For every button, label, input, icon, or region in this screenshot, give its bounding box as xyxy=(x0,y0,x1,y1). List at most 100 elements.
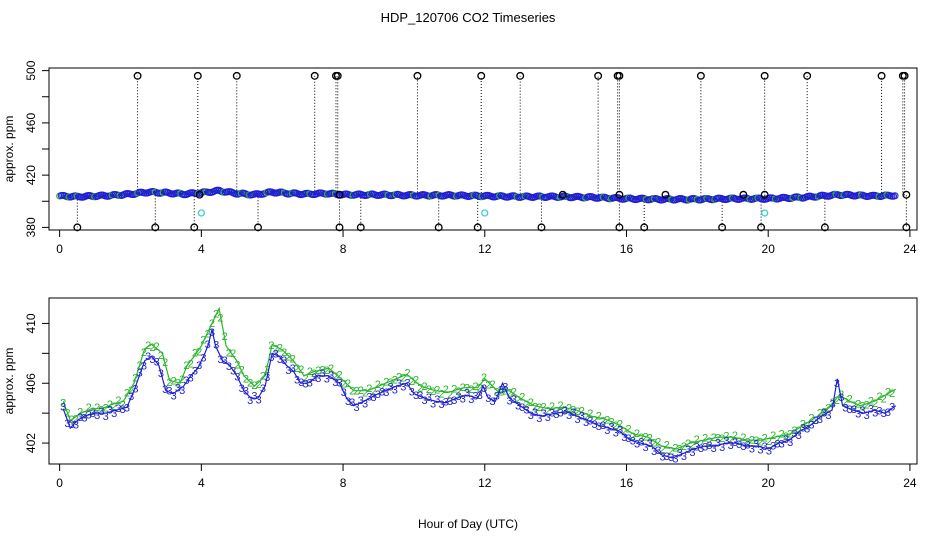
bottom-marker-2: 2 xyxy=(171,376,177,388)
bottom-marker-3: 3 xyxy=(757,444,763,456)
bottom-marker-2: 2 xyxy=(324,365,330,377)
bottom-marker-3: 3 xyxy=(209,327,215,339)
bottom-marker-2: 2 xyxy=(77,406,83,418)
bottom-marker-3: 3 xyxy=(842,403,848,415)
bottom-marker-2: 2 xyxy=(740,432,746,444)
bottom-marker-3: 3 xyxy=(821,407,827,419)
bottom-marker-2: 2 xyxy=(387,377,393,389)
bottom-marker-3: 3 xyxy=(766,445,772,457)
bottom-marker-2: 2 xyxy=(128,385,134,397)
bottom-marker-2: 2 xyxy=(281,347,287,359)
bottom-marker-3: 3 xyxy=(779,438,785,450)
bottom-marker-2: 2 xyxy=(421,381,427,393)
bottom-y-tick-label: 406 xyxy=(24,373,38,393)
top-x-tick-label: 8 xyxy=(340,242,347,256)
top-low-outlier xyxy=(356,223,365,232)
bottom-marker-3: 3 xyxy=(787,437,793,449)
bottom-marker-2: 2 xyxy=(468,384,474,396)
bottom-marker-3: 3 xyxy=(740,441,746,453)
bottom-marker-3: 3 xyxy=(558,408,564,420)
bottom-marker-2: 2 xyxy=(698,439,704,451)
bottom-marker-2: 2 xyxy=(192,348,198,360)
bottom-marker-2: 2 xyxy=(702,432,708,444)
bottom-marker-3: 3 xyxy=(370,392,376,404)
top-low-outlier xyxy=(73,223,82,232)
top-y-axis-title: approx. ppm xyxy=(2,116,16,183)
top-high-outlier xyxy=(232,71,241,80)
bottom-marker-2: 2 xyxy=(872,398,878,410)
top-low-outlier xyxy=(820,223,829,232)
bottom-x-axis: 0 4 8 12 16 20 24 xyxy=(56,464,917,490)
bottom-marker-3: 3 xyxy=(796,430,802,442)
bottom-marker-3: 3 xyxy=(404,378,410,390)
bottom-marker-2: 2 xyxy=(426,384,432,396)
bottom-marker-3: 3 xyxy=(69,419,75,431)
bottom-marker-3: 3 xyxy=(294,374,300,386)
bottom-marker-3: 3 xyxy=(745,439,751,451)
bottom-marker-3: 3 xyxy=(417,390,423,402)
bottom-marker-2: 2 xyxy=(855,399,861,411)
bottom-marker-2: 2 xyxy=(885,386,891,398)
bottom-marker-3: 3 xyxy=(621,432,627,444)
bottom-marker-2: 2 xyxy=(379,382,385,394)
bottom-marker-2: 2 xyxy=(592,415,598,427)
top-mid-outlier xyxy=(558,190,567,199)
bottom-marker-2: 2 xyxy=(290,354,296,366)
bottom-marker-2: 2 xyxy=(651,438,657,450)
bottom-marker-3: 3 xyxy=(859,405,865,417)
bottom-marker-3: 3 xyxy=(570,407,576,419)
bottom-marker-3: 3 xyxy=(643,442,649,454)
bottom-marker-2: 2 xyxy=(626,423,632,435)
bottom-marker-3: 3 xyxy=(698,443,704,455)
bottom-marker-2: 2 xyxy=(124,388,130,400)
bottom-marker-3: 3 xyxy=(73,420,79,432)
bottom-marker-2: 2 xyxy=(638,432,644,444)
bottom-marker-2: 2 xyxy=(613,420,619,432)
bottom-marker-2: 2 xyxy=(256,379,262,391)
bottom-marker-2: 2 xyxy=(251,380,257,392)
bottom-marker-3: 3 xyxy=(273,349,279,361)
bottom-marker-2: 2 xyxy=(481,372,487,384)
bottom-plot-frame xyxy=(48,297,918,465)
bottom-marker-3: 3 xyxy=(455,391,461,403)
bottom-marker-3: 3 xyxy=(230,365,236,377)
bottom-marker-2: 2 xyxy=(681,441,687,453)
top-mid-outlier xyxy=(615,190,624,199)
bottom-marker-2: 2 xyxy=(166,377,172,389)
bottom-marker-2: 2 xyxy=(294,363,300,375)
bottom-marker-2: 2 xyxy=(273,343,279,355)
bottom-marker-2: 2 xyxy=(477,383,483,395)
bottom-marker-2: 2 xyxy=(175,377,181,389)
bottom-marker-3: 3 xyxy=(409,386,415,398)
bottom-marker-3: 3 xyxy=(243,386,249,398)
bottom-marker-2: 2 xyxy=(217,313,223,325)
bottom-marker-3: 3 xyxy=(154,356,160,368)
bottom-marker-3: 3 xyxy=(549,407,555,419)
bottom-marker-2: 2 xyxy=(647,433,653,445)
bottom-marker-3: 3 xyxy=(124,402,130,414)
bottom-x-tick-label: 24 xyxy=(903,476,917,490)
bottom-marker-2: 2 xyxy=(158,350,164,362)
top-mid-outlier xyxy=(902,190,911,199)
top-cyan-point xyxy=(761,209,769,217)
top-low-outlier xyxy=(335,223,344,232)
top-high-outlier xyxy=(803,71,812,80)
bottom-marker-3: 3 xyxy=(532,407,538,419)
bottom-marker-2: 2 xyxy=(315,365,321,377)
bottom-marker-3: 3 xyxy=(600,420,606,432)
bottom-marker-2: 2 xyxy=(604,414,610,426)
bottom-marker-3: 3 xyxy=(324,373,330,385)
top-high-outlier xyxy=(900,71,909,80)
bottom-marker-2: 2 xyxy=(609,417,615,429)
bottom-marker-3: 3 xyxy=(94,410,100,422)
bottom-marker-2: 2 xyxy=(791,425,797,437)
bottom-marker-2: 2 xyxy=(655,437,661,449)
bottom-marker-2: 2 xyxy=(575,406,581,418)
bottom-marker-2: 2 xyxy=(719,433,725,445)
bottom-marker-2: 2 xyxy=(779,429,785,441)
bottom-marker-3: 3 xyxy=(137,367,143,379)
top-high-outlier xyxy=(760,71,769,80)
bottom-marker-2: 2 xyxy=(672,442,678,454)
bottom-marker-2: 2 xyxy=(528,397,534,409)
bottom-marker-2: 2 xyxy=(243,374,249,386)
